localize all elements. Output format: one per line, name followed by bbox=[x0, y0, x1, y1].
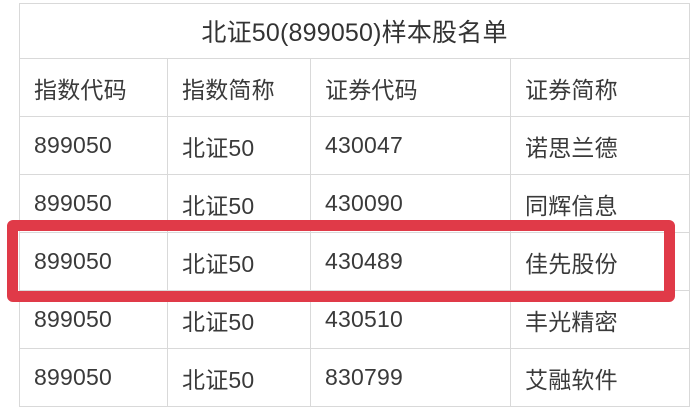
table-row: 899050 北证50 430510 丰光精密 bbox=[19, 290, 691, 349]
cell-security-code: 430047 bbox=[310, 116, 511, 175]
cell-index-code: 899050 bbox=[19, 290, 168, 349]
cell-security-code: 430090 bbox=[310, 174, 511, 233]
table-row: 899050 北证50 430090 同辉信息 bbox=[19, 174, 691, 233]
cell-security-name: 佳先股份 bbox=[509, 232, 691, 291]
table-row-highlighted: 899050 北证50 430489 佳先股份 bbox=[19, 232, 691, 291]
cell-security-code: 830799 bbox=[310, 348, 511, 407]
cell-security-name: 艾融软件 bbox=[509, 348, 691, 407]
cell-security-name: 同辉信息 bbox=[509, 174, 691, 233]
table-row: 899050 北证50 830799 艾融软件 bbox=[19, 348, 691, 407]
cell-security-name: 诺思兰德 bbox=[509, 116, 691, 175]
cell-index-code: 899050 bbox=[19, 116, 168, 175]
column-header-security-code: 证券代码 bbox=[310, 58, 511, 117]
table-title: 北证50(899050)样本股名单 bbox=[18, 3, 691, 59]
cell-security-code: 430489 bbox=[310, 232, 511, 291]
column-header-index-code: 指数代码 bbox=[19, 58, 168, 117]
cell-index-code: 899050 bbox=[19, 232, 168, 291]
cell-security-code: 430510 bbox=[310, 290, 511, 349]
cell-index-name: 北证50 bbox=[167, 116, 311, 175]
table-title-row: 北证50(899050)样本股名单 bbox=[18, 3, 691, 59]
cell-index-name: 北证50 bbox=[167, 174, 311, 233]
sample-stock-table: 北证50(899050)样本股名单 指数代码 指数简称 证券代码 证券简称 89… bbox=[18, 3, 691, 407]
cell-index-code: 899050 bbox=[19, 174, 168, 233]
table-row: 899050 北证50 430047 诺思兰德 bbox=[19, 116, 691, 175]
cell-index-name: 北证50 bbox=[167, 232, 311, 291]
cell-index-name: 北证50 bbox=[167, 290, 311, 349]
column-header-security-name: 证券简称 bbox=[509, 58, 691, 117]
cell-security-name: 丰光精密 bbox=[509, 290, 691, 349]
cell-index-code: 899050 bbox=[19, 348, 168, 407]
table-header-row: 指数代码 指数简称 证券代码 证券简称 bbox=[19, 58, 691, 117]
column-header-index-name: 指数简称 bbox=[167, 58, 311, 117]
cell-index-name: 北证50 bbox=[167, 348, 311, 407]
